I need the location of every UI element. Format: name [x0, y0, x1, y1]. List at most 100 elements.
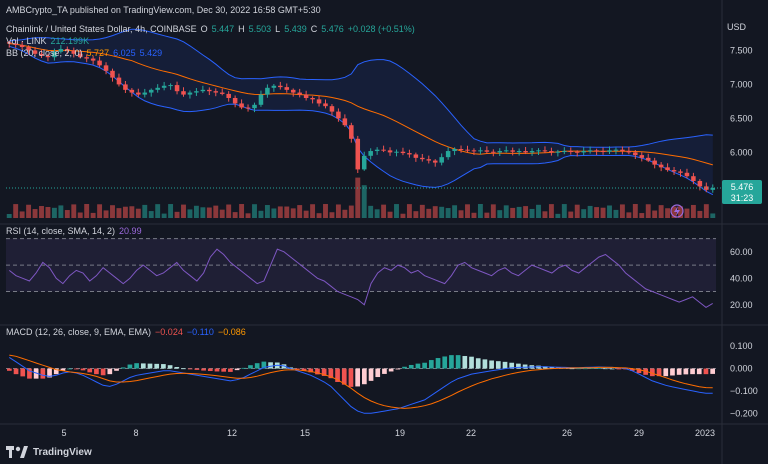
volume-bar	[555, 213, 561, 218]
candle	[213, 91, 219, 93]
candle	[129, 89, 135, 93]
close-label: C	[310, 24, 318, 34]
macd-histogram-bar	[174, 366, 180, 369]
macd-histogram-bar	[341, 368, 347, 385]
macd-histogram-bar	[187, 368, 193, 370]
volume-bar	[252, 204, 257, 218]
tradingview-logo[interactable]: TradingView	[6, 446, 92, 458]
candle	[600, 151, 606, 153]
volume-bar	[645, 204, 651, 218]
candle	[633, 152, 638, 156]
macd-histogram-bar	[321, 368, 327, 376]
macd-histogram-bar	[201, 368, 206, 371]
candle	[90, 58, 96, 61]
macd-histogram-bar	[516, 363, 521, 369]
rsi-legend[interactable]: RSI (14, close, SMA, 14, 2) 20.99	[6, 226, 142, 236]
volume-bar	[394, 204, 399, 218]
rsi-line	[8, 248, 713, 309]
candle	[26, 47, 31, 51]
symbol-legend[interactable]: Chainlink / United States Dollar, 4h, CO…	[6, 24, 415, 34]
volume-bar	[290, 208, 296, 218]
candle	[503, 150, 509, 152]
candle	[6, 42, 12, 44]
candle	[697, 180, 703, 187]
candle	[32, 50, 38, 54]
macd-histogram-bar	[455, 355, 461, 369]
macd-legend[interactable]: MACD (12, 26, close, 9, EMA, EMA) −0.024…	[6, 327, 246, 337]
macd-histogram-bar	[703, 368, 709, 375]
macd-signal-value: −0.086	[217, 327, 246, 337]
volume-bar	[310, 204, 316, 218]
volume-bar	[297, 205, 303, 218]
candle	[84, 57, 89, 59]
macd-histogram-bar	[234, 368, 240, 371]
bb-upper-value: 6.025	[113, 48, 136, 58]
macd-histogram-bar	[650, 368, 655, 377]
volume-bar	[122, 206, 128, 218]
candle	[148, 89, 154, 93]
volume-bar	[329, 212, 335, 218]
volume-bar	[548, 204, 554, 218]
volume-legend[interactable]: Vol · LINK 212.199K	[6, 36, 89, 46]
time-tick-label: 5	[61, 428, 66, 438]
volume-bar	[284, 206, 290, 218]
lightning-icon-glyph	[674, 206, 680, 216]
volume-bar	[568, 211, 574, 218]
price-tag-value: 5.476	[731, 182, 754, 192]
volume-bar	[510, 207, 516, 218]
candle	[387, 150, 393, 153]
candle	[355, 138, 361, 170]
macd-tick-label: −0.100	[730, 386, 758, 396]
candle	[594, 150, 599, 152]
volume-bar	[484, 212, 490, 218]
high-value: 5.503	[248, 24, 272, 34]
bb-lower-value: 5.429	[139, 48, 163, 58]
candle	[265, 87, 270, 95]
candle	[219, 92, 225, 94]
macd-histogram-bar	[214, 368, 220, 372]
macd-histogram-bar	[395, 368, 401, 370]
volume-bar	[135, 208, 141, 218]
candle	[536, 150, 541, 152]
candle	[258, 94, 264, 105]
candle	[471, 150, 477, 152]
volume-bar	[613, 209, 619, 218]
macd-histogram-bar	[616, 368, 622, 370]
macd-hist-value: −0.024	[155, 327, 183, 337]
volume-bar	[90, 212, 96, 218]
macd-histogram-bar	[408, 364, 414, 369]
macd-histogram-bar	[295, 368, 300, 370]
volume-bar	[32, 209, 38, 218]
price-tick-label: 6.500	[730, 113, 753, 123]
candle	[374, 149, 380, 152]
volume-bar	[39, 206, 44, 218]
macd-histogram-bar	[576, 368, 582, 370]
candle	[103, 65, 109, 71]
macd-histogram-bar	[388, 368, 394, 372]
candle	[271, 85, 277, 88]
candle	[316, 99, 322, 104]
volume-bar	[335, 204, 341, 218]
macd-histogram-bar	[636, 368, 642, 374]
volume-bar	[232, 212, 238, 218]
volume-bar	[561, 204, 567, 218]
macd-histogram-bar	[94, 368, 99, 375]
macd-histogram-bar	[308, 368, 314, 373]
macd-histogram-bar	[181, 368, 186, 370]
price-tick-label: 6.000	[730, 147, 753, 157]
macd-histogram-bar	[80, 368, 86, 371]
candle	[568, 151, 574, 153]
macd-histogram-bar	[402, 366, 407, 369]
macd-histogram-bar	[228, 368, 233, 372]
volume-bar	[219, 209, 225, 218]
macd-histogram-bar	[7, 368, 12, 371]
bb-legend[interactable]: BB (20, close, 2, 0) 5.727 6.025 5.429	[6, 48, 162, 58]
macd-histogram-bar	[362, 368, 367, 385]
volume-bar	[258, 210, 264, 218]
volume-bar	[187, 209, 193, 218]
macd-histogram-bar	[549, 366, 555, 369]
volume-bar	[239, 204, 245, 218]
volume-bar	[142, 204, 148, 218]
volume-bar	[84, 204, 90, 218]
